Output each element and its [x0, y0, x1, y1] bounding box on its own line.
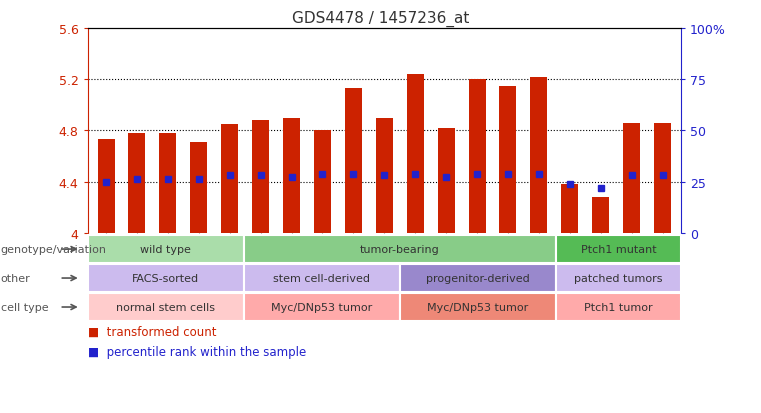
- Bar: [190, 142, 207, 233]
- Bar: [623, 123, 640, 233]
- Text: wild type: wild type: [140, 244, 191, 254]
- Bar: [562, 185, 578, 233]
- Text: tumor-bearing: tumor-bearing: [360, 244, 440, 254]
- Text: ■  transformed count: ■ transformed count: [88, 325, 216, 338]
- Bar: [530, 78, 547, 233]
- Bar: [499, 86, 517, 233]
- Bar: [97, 140, 115, 233]
- Text: Ptch1 mutant: Ptch1 mutant: [581, 244, 657, 254]
- Text: cell type: cell type: [1, 302, 49, 312]
- Text: Myc/DNp53 tumor: Myc/DNp53 tumor: [428, 302, 529, 312]
- Text: genotype/variation: genotype/variation: [1, 244, 107, 254]
- Text: GDS4478 / 1457236_at: GDS4478 / 1457236_at: [291, 10, 470, 26]
- Text: normal stem cells: normal stem cells: [116, 302, 215, 312]
- Text: stem cell-derived: stem cell-derived: [273, 273, 371, 283]
- Text: other: other: [1, 273, 30, 283]
- Bar: [314, 131, 331, 233]
- Bar: [376, 119, 393, 233]
- Bar: [438, 128, 454, 233]
- Text: ■  percentile rank within the sample: ■ percentile rank within the sample: [88, 345, 306, 358]
- Text: Ptch1 tumor: Ptch1 tumor: [584, 302, 653, 312]
- Bar: [221, 125, 238, 233]
- Bar: [159, 134, 177, 233]
- Bar: [252, 121, 269, 233]
- Bar: [345, 89, 362, 233]
- Bar: [406, 75, 424, 233]
- Bar: [129, 134, 145, 233]
- Text: Myc/DNp53 tumor: Myc/DNp53 tumor: [271, 302, 372, 312]
- Bar: [592, 197, 610, 233]
- Bar: [469, 80, 486, 233]
- Bar: [283, 119, 300, 233]
- Text: patched tumors: patched tumors: [575, 273, 663, 283]
- Text: progenitor-derived: progenitor-derived: [426, 273, 530, 283]
- Bar: [654, 123, 671, 233]
- Text: FACS-sorted: FACS-sorted: [132, 273, 199, 283]
